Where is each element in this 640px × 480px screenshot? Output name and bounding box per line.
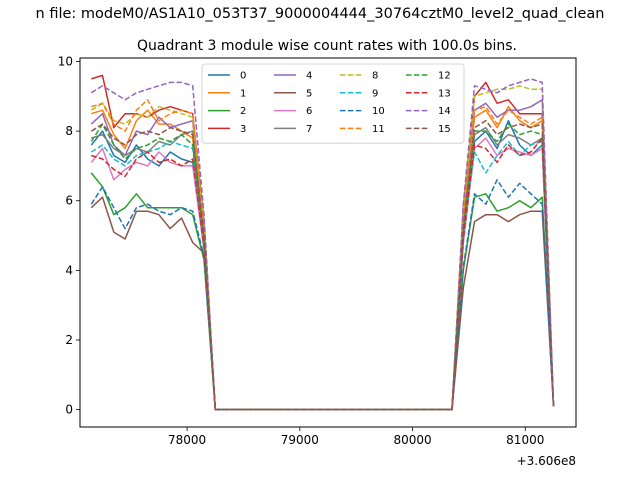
legend-label-11: 11 (372, 124, 385, 135)
series-lines (90, 74, 555, 411)
legend-label-5: 5 (306, 88, 312, 99)
legend-label-15: 15 (438, 124, 451, 135)
legend-label-3: 3 (240, 124, 246, 135)
series-line-4 (90, 99, 555, 411)
legend-label-12: 12 (438, 71, 451, 82)
y-tick-label: 10 (58, 54, 73, 68)
legend-label-9: 9 (372, 88, 378, 99)
x-tick-label: 81000 (506, 433, 544, 447)
x-tick-label: 79000 (281, 433, 319, 447)
legend-label-2: 2 (240, 106, 246, 117)
x-tick-label: 80000 (393, 433, 431, 447)
series-line-11 (91, 99, 555, 411)
series-line-13 (91, 137, 555, 411)
x-tick-label: 78000 (168, 433, 206, 447)
y-tick-label: 0 (65, 403, 73, 417)
legend-label-10: 10 (372, 106, 385, 117)
legend-label-0: 0 (240, 71, 246, 82)
series-line-2 (90, 172, 555, 411)
legend-box (201, 63, 465, 144)
series-line-14 (90, 78, 555, 411)
series-line-12 (90, 123, 555, 411)
series-line-0 (90, 119, 555, 411)
legend-label-4: 4 (306, 71, 312, 82)
series-line-5 (90, 196, 555, 411)
y-tick-label: 8 (65, 124, 73, 138)
legend-label-8: 8 (372, 71, 378, 82)
series-line-1 (91, 105, 555, 411)
series-line-6 (90, 137, 555, 411)
y-tick-label: 6 (65, 194, 73, 208)
legend-label-6: 6 (306, 106, 312, 117)
legend-label-13: 13 (438, 88, 451, 99)
plot-frame (79, 57, 577, 428)
chart-title: Quadrant 3 module wise count rates with … (137, 38, 517, 54)
x-offset-label: +3.606e8 (517, 454, 576, 468)
figure-suptitle: n file: modeM0/AS1A10_053T37_9000004444_… (35, 6, 605, 22)
legend-label-7: 7 (306, 124, 312, 135)
series-line-10 (90, 179, 555, 411)
y-tick-label: 2 (65, 333, 73, 347)
legend-label-1: 1 (240, 88, 246, 99)
y-tick-label: 4 (65, 263, 73, 277)
legend-label-14: 14 (438, 106, 451, 117)
series-line-9 (90, 140, 555, 411)
series-line-15 (90, 119, 555, 411)
